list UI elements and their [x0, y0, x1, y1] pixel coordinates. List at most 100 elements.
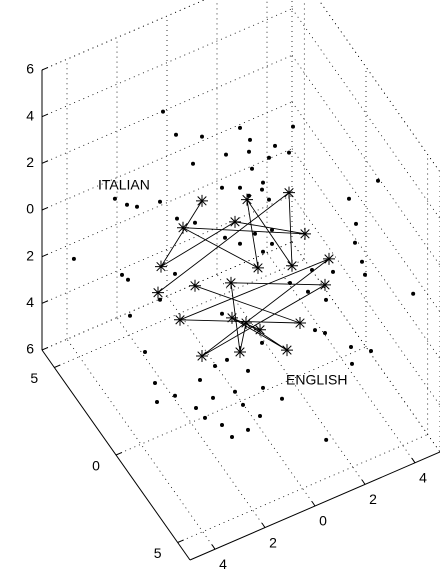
tick-mark — [54, 364, 61, 368]
y-tick-label: 0 — [92, 458, 100, 474]
dot-marker — [155, 399, 159, 404]
dot-marker — [248, 137, 252, 142]
dot-marker — [306, 289, 310, 294]
dot-marker — [203, 415, 207, 420]
star-marker — [177, 221, 189, 234]
grid-line — [115, 346, 367, 456]
grid-line — [166, 295, 316, 507]
dot-marker — [280, 396, 284, 401]
dot-marker — [267, 155, 271, 160]
series-label: ENGLISH — [286, 372, 347, 388]
grid-line — [291, 148, 440, 359]
tick-mark — [41, 300, 49, 304]
dot-marker — [200, 134, 204, 139]
dot-marker — [261, 249, 265, 254]
grid-line — [41, 148, 293, 258]
dot-marker — [120, 272, 124, 277]
star-marker — [225, 276, 237, 289]
grid-line — [291, 8, 440, 219]
dot-marker — [273, 143, 277, 148]
dot-marker — [174, 132, 178, 137]
dot-marker — [71, 256, 76, 261]
z-tick-label: 6 — [26, 341, 34, 357]
tick-mark — [41, 346, 49, 351]
series-line — [179, 258, 330, 357]
dot-marker — [246, 368, 250, 373]
grid-line — [41, 194, 293, 304]
tick-mark — [177, 539, 184, 543]
dot-marker — [287, 150, 291, 155]
dot-marker — [354, 221, 358, 226]
tick-mark — [361, 479, 366, 485]
dot-marker — [363, 272, 367, 277]
z-tick-label: 0 — [26, 201, 34, 217]
grid-line — [177, 434, 428, 543]
dot-marker — [220, 422, 224, 427]
dot-marker — [223, 235, 227, 240]
dot-marker — [360, 259, 364, 264]
x-tick-label: 0 — [319, 513, 327, 529]
star-marker — [286, 259, 298, 272]
star-marker — [174, 313, 186, 326]
tick-mark — [41, 66, 49, 71]
dot-marker — [238, 185, 242, 190]
dot-marker — [347, 196, 351, 201]
dot-marker — [126, 277, 130, 282]
series-label: ITALIAN — [98, 177, 150, 193]
tick-mark — [115, 451, 123, 456]
dot-marker — [267, 197, 271, 202]
star-marker — [196, 194, 208, 207]
grid-line — [41, 0, 206, 71]
series-line — [157, 191, 306, 294]
dot-marker — [258, 414, 262, 419]
grid-line — [66, 338, 216, 550]
grid-line — [41, 101, 293, 211]
star-marker — [283, 186, 295, 199]
dot-marker — [230, 434, 234, 439]
star-marker — [240, 317, 252, 330]
dot-marker — [323, 330, 327, 335]
tick-mark — [41, 113, 49, 118]
star-marker — [281, 344, 293, 357]
star-marker — [155, 260, 167, 273]
dot-marker — [261, 180, 265, 185]
dot-marker — [194, 405, 198, 410]
x-tick-label: 4 — [219, 556, 227, 569]
dot-marker — [246, 427, 250, 432]
dot-marker — [241, 402, 245, 407]
y-tick-label: 5 — [154, 545, 162, 561]
z-tick-label: 4 — [26, 294, 34, 310]
dot-marker — [193, 220, 197, 225]
dot-marker — [175, 216, 179, 221]
dot-marker — [369, 349, 373, 354]
tick-mark — [411, 458, 416, 464]
dot-marker — [224, 152, 228, 157]
tick-mark — [211, 544, 216, 550]
dot-marker — [270, 227, 274, 232]
star-marker — [189, 279, 201, 292]
dot-marker — [143, 349, 147, 354]
dot-marker — [158, 297, 162, 302]
star-marker — [294, 317, 306, 330]
star-marker — [226, 311, 238, 324]
x-tick-label: 2 — [269, 534, 277, 550]
dot-marker — [220, 311, 224, 316]
z-tick-label: 2 — [26, 154, 34, 170]
star-marker — [229, 215, 241, 228]
dot-marker — [211, 395, 215, 400]
star-marker — [299, 227, 311, 240]
dot-marker — [198, 377, 202, 382]
star-marker — [234, 345, 246, 358]
dot-marker — [247, 149, 251, 154]
dot-marker — [125, 202, 129, 207]
dot-marker — [158, 199, 162, 204]
dot-marker — [260, 187, 264, 192]
tick-mark — [41, 160, 49, 164]
dot-marker — [238, 125, 242, 130]
dot-marker — [213, 364, 217, 369]
dot-marker — [411, 291, 416, 296]
grid-line — [41, 8, 293, 118]
tick-mark — [261, 522, 266, 528]
dot-marker — [220, 185, 224, 190]
